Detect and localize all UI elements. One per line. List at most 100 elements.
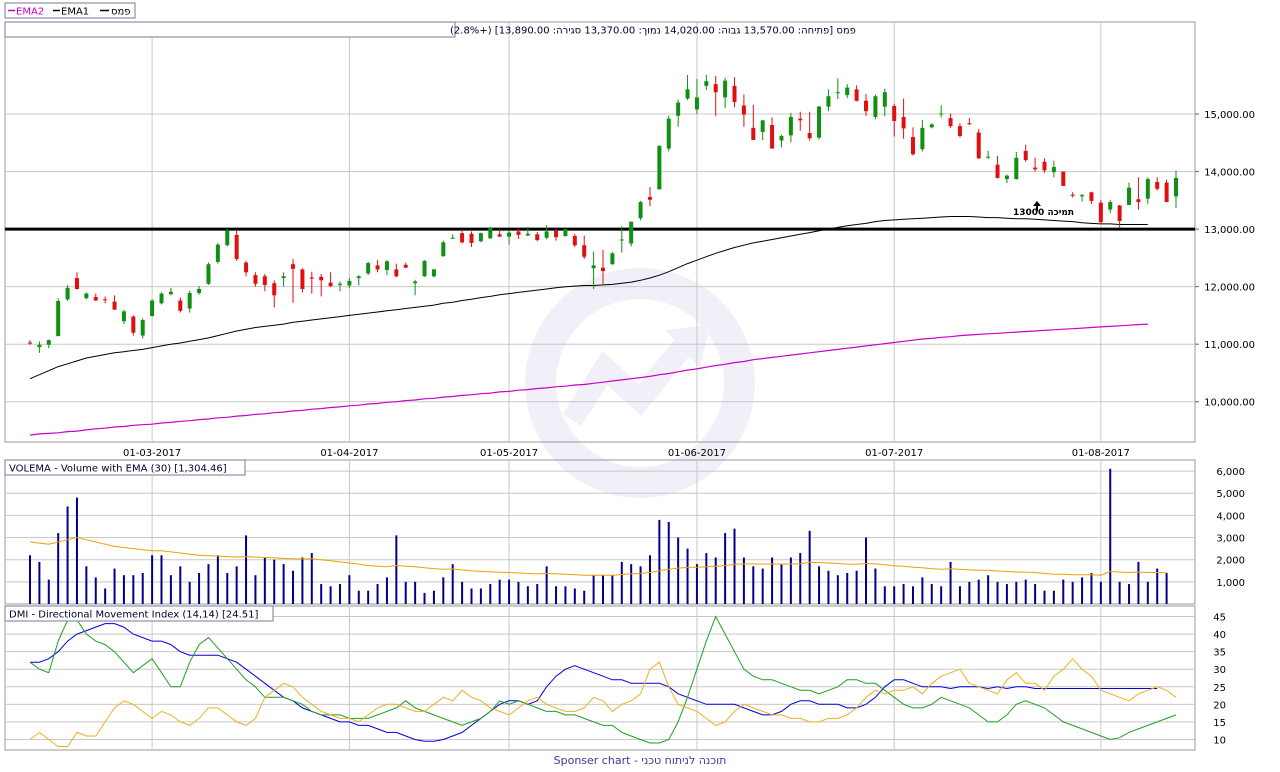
candle <box>187 290 192 313</box>
candle-body <box>112 301 117 310</box>
dmi-y-tick-label: 20 <box>1213 700 1226 711</box>
candle-body <box>1023 150 1028 161</box>
candle-body <box>450 237 455 239</box>
dmi-grid: 10 15 20 25 30 35 40 45 <box>5 606 1226 750</box>
price-y-tick-label: 10,000.00 <box>1204 398 1255 409</box>
candle <box>347 278 352 289</box>
candle-body <box>610 253 615 265</box>
candle <box>1136 177 1141 210</box>
candle-body <box>544 231 549 238</box>
candle-body <box>347 280 352 286</box>
candle <box>103 296 108 304</box>
dmi-title-box: DMI - Directional Movement Index (14,14)… <box>4 605 274 622</box>
candle <box>995 156 1000 179</box>
candle <box>178 297 183 313</box>
candle-body <box>986 156 991 158</box>
legend-price-label: פמס <box>111 7 131 18</box>
candle <box>1051 160 1056 178</box>
candle <box>1108 199 1113 214</box>
candle <box>967 118 972 125</box>
candle <box>601 249 605 284</box>
candle-body <box>1174 177 1178 197</box>
candle <box>497 229 502 238</box>
candle-body <box>835 92 840 94</box>
candle-body <box>28 342 32 344</box>
candle <box>356 275 361 286</box>
candle <box>394 263 399 278</box>
candle <box>168 287 173 296</box>
candle <box>262 274 267 292</box>
watermark-logo <box>525 268 755 498</box>
dmi-plot <box>29 615 1177 747</box>
candle-body <box>995 164 1000 178</box>
volume-title-box: VOLEMA - Volume with EMA (30) [1,304.46] <box>4 459 246 476</box>
candle-body <box>37 344 42 348</box>
support-annotation-text: תמיכה 13000 <box>1013 208 1074 218</box>
candle-body <box>948 118 953 127</box>
candle-body <box>647 196 652 200</box>
candle <box>807 111 812 141</box>
candle-body <box>666 118 671 149</box>
candle-body <box>572 236 577 246</box>
volume-y-tick-label: 1,000 <box>1216 578 1245 589</box>
candle-body <box>694 97 699 110</box>
candle <box>403 262 408 269</box>
x-tick-label: 01-06-2017 <box>668 448 726 459</box>
candle-body <box>1080 195 1085 197</box>
candle <box>864 93 869 116</box>
candle-body <box>422 260 427 277</box>
candle <box>741 94 746 127</box>
candle <box>112 295 117 310</box>
candle <box>1164 179 1169 203</box>
candle <box>422 260 427 277</box>
candle-body <box>864 100 869 112</box>
candle-body <box>751 127 756 140</box>
candle <box>65 284 70 302</box>
candle <box>1080 194 1085 202</box>
candle <box>798 111 803 131</box>
candle-body <box>685 89 690 99</box>
candle <box>46 339 51 349</box>
candle-body <box>375 265 380 270</box>
candle-body <box>1014 157 1019 180</box>
candle-body <box>187 292 192 309</box>
candle-body <box>441 242 446 257</box>
dmi-adx-line <box>30 623 1158 742</box>
candle <box>694 78 699 115</box>
candle-body <box>215 244 220 262</box>
ohlc-info-text: פמס [פתיחה: 13,570.00 גבוה: 14,020.00 נמ… <box>450 26 856 37</box>
dmi-y-tick-label: 15 <box>1213 718 1226 729</box>
x-tick-label: 01-08-2017 <box>1072 448 1130 459</box>
price-y-tick-label: 13,000.00 <box>1204 225 1255 236</box>
candle-body <box>65 287 70 300</box>
candle <box>140 318 145 339</box>
candle-body <box>84 293 89 299</box>
price-y-tick-label: 15,000.00 <box>1204 110 1255 121</box>
dmi-panel-frame <box>4 605 1196 751</box>
candle-body <box>516 231 521 235</box>
volume-grid: 1,000 2,000 3,000 4,000 5,000 6,000 <box>5 460 1245 604</box>
candle <box>1033 157 1038 172</box>
candle <box>337 281 342 292</box>
candle <box>535 232 540 242</box>
candle-body <box>798 118 803 121</box>
up-arrow-icon <box>1033 201 1041 211</box>
candle-body <box>1155 181 1160 189</box>
candle-body <box>234 234 239 260</box>
candle-body <box>281 276 286 279</box>
candle <box>939 105 944 118</box>
candle-body <box>225 230 230 246</box>
candle-body <box>131 316 136 333</box>
candle-body <box>272 283 277 296</box>
candle <box>413 279 418 296</box>
candle-body <box>957 126 962 136</box>
candle <box>197 286 202 295</box>
candle-body <box>168 291 173 295</box>
candle-body <box>93 297 98 301</box>
candle <box>817 106 822 140</box>
candle <box>328 272 333 288</box>
dmi-minus-di-line <box>29 657 1177 747</box>
candle-body <box>976 132 981 159</box>
candle <box>544 225 549 240</box>
